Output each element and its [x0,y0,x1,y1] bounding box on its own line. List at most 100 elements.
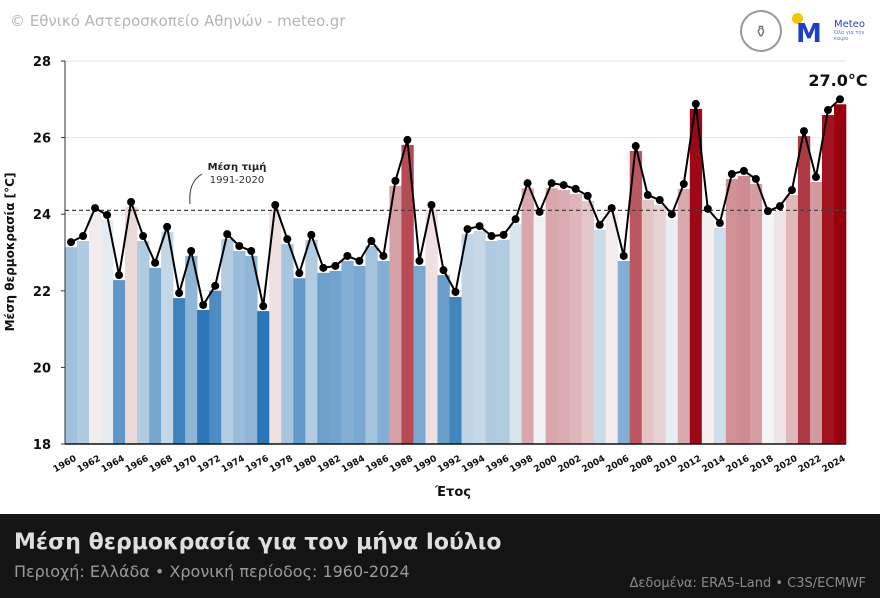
x-tick-label: 2006 [605,454,632,475]
x-tick-label: 1990 [412,454,439,475]
bar-2021 [797,136,811,445]
point-2013 [703,204,712,213]
bar-1974 [233,250,246,444]
bar-1992 [449,296,462,444]
point-1962 [91,204,100,213]
point-2024 [835,95,844,104]
bar-2020 [785,195,799,444]
bar-1964 [113,280,126,444]
bar-1969 [173,298,186,444]
point-2017 [751,174,760,183]
point-2005 [607,204,616,213]
point-1992 [451,287,460,296]
x-tick-label: 1972 [196,454,223,475]
bar-2001 [557,190,570,444]
temperature-chart: 1820222426281960196219641966196819701972… [3,55,868,500]
last-value-label: 27.0°C [808,71,867,90]
point-1960 [67,238,76,247]
point-1978 [283,235,292,244]
y-tick-label: 26 [33,132,51,147]
bar-1988 [401,144,414,444]
x-tick-label: 1994 [460,454,487,475]
point-1961 [79,232,88,241]
point-1986 [379,251,388,260]
reference-arrow [189,173,203,205]
bar-1979 [293,278,306,444]
point-2002 [571,184,580,193]
bar-1967 [149,267,162,444]
point-1976 [259,302,268,311]
point-1988 [403,135,412,144]
point-2023 [823,106,832,115]
bar-1980 [305,239,318,444]
y-tick-label: 28 [33,55,51,70]
x-tick-label: 1964 [100,454,127,475]
bar-2017 [749,183,763,445]
point-2000 [547,179,556,188]
bar-1962 [89,213,102,444]
point-1991 [439,266,448,275]
point-2019 [775,202,784,211]
bar-2005 [605,213,619,444]
bar-1985 [365,246,378,444]
x-tick-label: 1998 [508,454,535,475]
bar-1973 [221,239,234,444]
point-2020 [787,186,796,195]
y-tick-label: 18 [33,438,51,453]
x-tick-label: 2014 [701,454,728,475]
observatory-seal-icon: ⚱ [740,10,782,52]
bar-1997 [509,224,522,444]
logo-sub: Όλα για τον καιρό [833,30,865,42]
point-1969 [175,289,184,298]
point-2011 [679,179,688,188]
point-1994 [475,222,484,231]
point-1979 [295,269,304,278]
point-1993 [463,225,472,234]
bar-2009 [653,205,667,444]
bar-1981 [317,272,330,444]
x-tick-label: 2010 [653,454,680,475]
x-tick-label: 1984 [340,454,367,475]
x-tick-label: 2016 [725,454,752,475]
point-2022 [811,173,820,182]
x-tick-label: 2004 [580,454,607,475]
point-1990 [427,201,436,210]
footer-subtitle: Περιοχή: Ελλάδα • Χρονική περίοδος: 1960… [14,562,410,581]
point-2018 [763,207,772,216]
bar-1987 [389,185,402,444]
bar-1961 [77,241,90,444]
meteo-logo: M Meteo Όλα για τον καιρό [791,13,880,47]
bar-2004 [593,229,606,444]
bar-1993 [461,234,474,444]
point-1967 [151,258,160,267]
point-2008 [643,191,652,200]
logos: ⚱ M Meteo Όλα για τον καιρό [740,10,880,52]
point-1964 [115,271,124,280]
bar-2011 [677,188,691,444]
point-2006 [619,251,628,260]
point-1970 [187,246,196,255]
point-2001 [559,181,568,190]
point-1965 [127,197,136,206]
bar-1978 [281,244,294,444]
bar-2022 [809,182,823,444]
y-tick-label: 24 [33,208,51,223]
bar-2003 [581,200,594,444]
x-tick-label: 1978 [268,454,295,475]
bar-2018 [761,216,775,444]
x-tick-label: 1966 [124,454,151,475]
footer-title: Μέση θερμοκρασία για τον μήνα Ιούλιο [14,530,502,555]
x-tick-label: 1976 [244,454,271,475]
x-tick-label: 2012 [677,454,704,475]
bar-2008 [641,200,655,444]
bar-2013 [701,213,715,444]
x-tick-label: 1996 [484,454,511,475]
reference-period: 1991-2020 [210,175,265,186]
x-tick-label: 2000 [532,454,559,475]
point-1975 [247,246,256,255]
point-1974 [235,241,244,250]
point-1989 [415,256,424,265]
bar-1970 [185,255,198,444]
copyright-credit: © Εθνικό Αστεροσκοπείο Αθηνών - meteo.gr [10,12,346,30]
